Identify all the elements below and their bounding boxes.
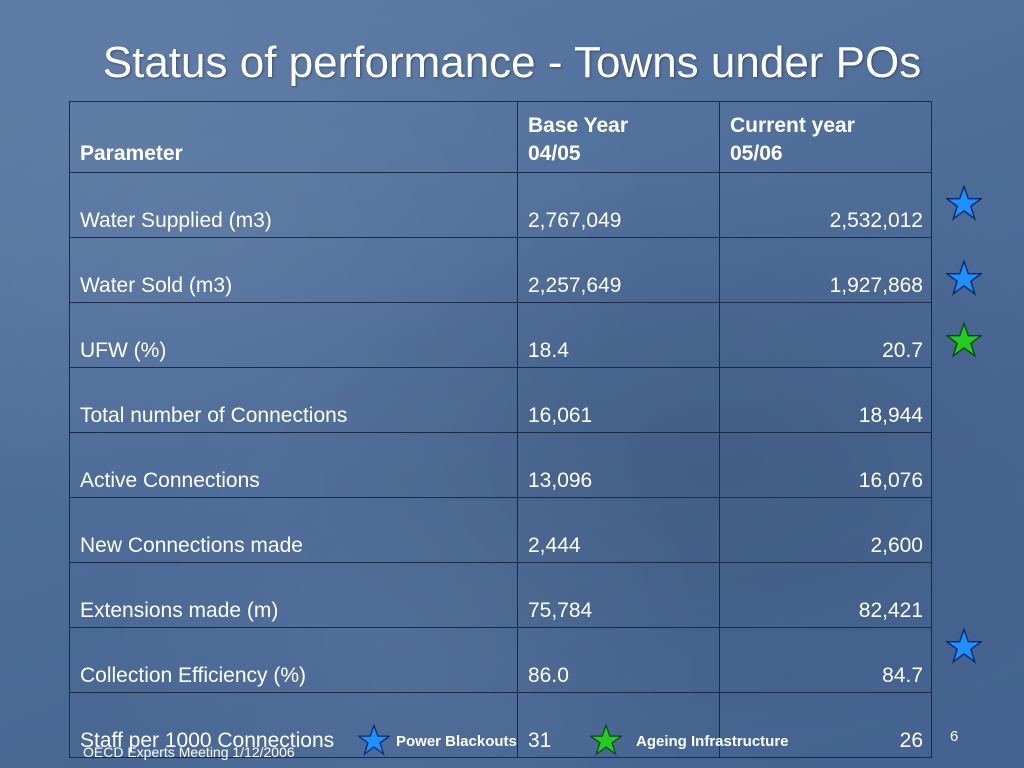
table-row: Water Sold (m3) 2,257,649 1,927,868 xyxy=(69,237,932,303)
page-number: 6 xyxy=(950,728,959,745)
header-base-year-label: Base Year 04/05 xyxy=(528,114,629,165)
table-header-row: Parameter Base Year 04/05 Current year 0… xyxy=(69,101,932,173)
table-row: Extensions made (m) 75,784 82,421 xyxy=(69,562,932,628)
cell-base-year: 18.4 xyxy=(517,302,720,368)
cell-base-year: 2,767,049 xyxy=(517,172,720,238)
cell-base-year: 2,444 xyxy=(517,497,720,563)
cell-current-year: 84.7 xyxy=(719,627,932,693)
star-shape xyxy=(946,185,982,221)
table-row: UFW (%) 18.4 20.7 xyxy=(69,302,932,368)
cell-base-year: 2,257,649 xyxy=(517,237,720,303)
cell-parameter: Water Supplied (m3) xyxy=(69,172,518,238)
cell-parameter: Extensions made (m) xyxy=(69,562,518,628)
cell-current-year: 1,927,868 xyxy=(719,237,932,303)
cell-base-year: 75,784 xyxy=(517,562,720,628)
cell-parameter: Active Connections xyxy=(69,432,518,498)
cell-current-year: 2,600 xyxy=(719,497,932,563)
star-shape xyxy=(946,322,982,358)
star-shape xyxy=(590,724,622,756)
cell-current-year: 16,076 xyxy=(719,432,932,498)
cell-parameter: Staff per 1000 Connections xyxy=(69,692,518,758)
cell-base-year: 86.0 xyxy=(517,627,720,693)
green-star-icon xyxy=(590,724,622,756)
blue-star-icon xyxy=(946,185,982,221)
cell-parameter: Water Sold (m3) xyxy=(69,237,518,303)
cell-current-year: 2,532,012 xyxy=(719,172,932,238)
header-parameter: Parameter xyxy=(69,101,518,173)
cell-current-year: 18,944 xyxy=(719,367,932,433)
slide-title: Status of performance - Towns under POs xyxy=(102,38,922,87)
slide-footer: OECD Experts Meeting 1/12/2006 xyxy=(83,744,295,760)
table-row: Collection Efficiency (%) 86.0 84.7 xyxy=(69,627,932,693)
cell-base-year: 13,096 xyxy=(517,432,720,498)
table-row: Total number of Connections 16,061 18,94… xyxy=(69,367,932,433)
cell-parameter: UFW (%) xyxy=(69,302,518,368)
cell-current-year: 26 xyxy=(719,692,932,758)
star-shape xyxy=(946,628,982,664)
legend-label-power-blackouts: Power Blackouts xyxy=(396,733,517,750)
cell-base-year: 16,061 xyxy=(517,367,720,433)
cell-base-year: 31 xyxy=(517,692,720,758)
blue-star-icon xyxy=(946,628,982,664)
star-shape xyxy=(946,260,982,296)
cell-parameter: Total number of Connections xyxy=(69,367,518,433)
table-row: Water Supplied (m3) 2,767,049 2,532,012 xyxy=(69,172,932,238)
table-row: New Connections made 2,444 2,600 xyxy=(69,497,932,563)
performance-table: Parameter Base Year 04/05 Current year 0… xyxy=(69,101,932,758)
table-row: Staff per 1000 Connections 31 26 xyxy=(69,692,932,758)
blue-star-icon xyxy=(946,260,982,296)
cell-current-year: 20.7 xyxy=(719,302,932,368)
header-current-year: Current year 05/06 xyxy=(719,101,932,173)
table-row: Active Connections 13,096 16,076 xyxy=(69,432,932,498)
header-current-year-label: Current year 05/06 xyxy=(730,114,855,165)
blue-star-icon xyxy=(358,724,390,756)
green-star-icon xyxy=(946,322,982,358)
legend-label-ageing-infrastructure: Ageing Infrastructure xyxy=(636,733,789,750)
cell-current-year: 82,421 xyxy=(719,562,932,628)
header-base-year: Base Year 04/05 xyxy=(517,101,720,173)
cell-parameter: New Connections made xyxy=(69,497,518,563)
cell-parameter: Collection Efficiency (%) xyxy=(69,627,518,693)
star-shape xyxy=(358,724,390,756)
